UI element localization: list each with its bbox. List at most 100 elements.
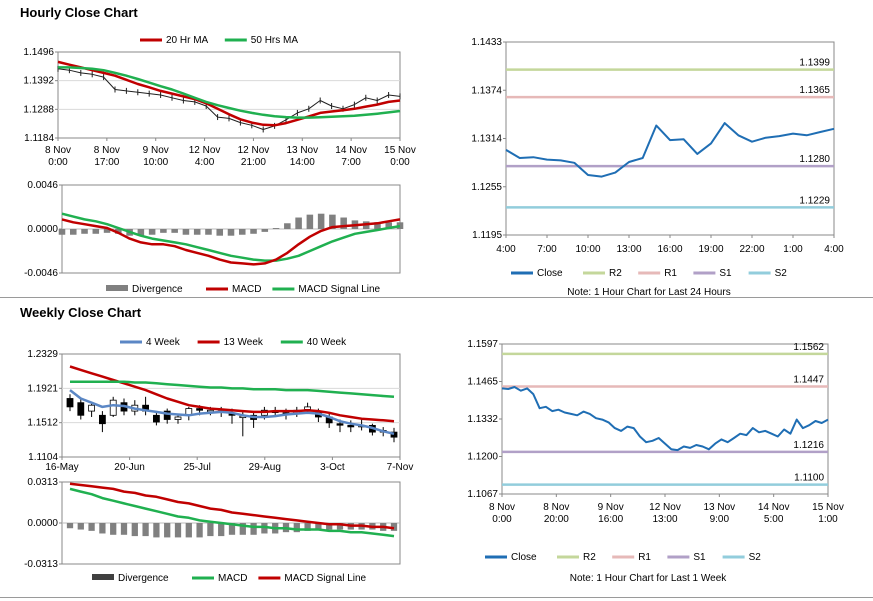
weekly-1w-legend-label: R1 (638, 552, 651, 563)
weekly-candle-body (163, 410, 171, 420)
hourly-macd-divergence-bar (329, 214, 336, 229)
weekly-1w-xtick-label: 5:00 (764, 514, 784, 525)
weekly-1w-xtick-label: 12 Nov (649, 502, 681, 513)
hourly-macd-divergence-bar (216, 229, 224, 236)
hourly-macd-divergence-bar (92, 229, 100, 234)
weekly-macd-divergence-bar (164, 523, 171, 538)
weekly-macd-divergence-bar (99, 523, 106, 534)
hourly-macd-divergence-bar (250, 229, 257, 234)
hourly-macd-divergence-bar (238, 229, 246, 235)
weekly-1w-close-line (501, 386, 829, 452)
hourly-price-xtick-label: 21:00 (241, 157, 266, 168)
hourly-macd-divergence-bar (272, 228, 280, 229)
hourly-macd-divergence-bar (103, 229, 111, 233)
weekly-candle-body (336, 423, 344, 426)
weekly-macd-legend-label: MACD Signal Line (284, 573, 366, 584)
weekly-macd-divergence-bar (326, 523, 333, 530)
hourly-macd-legend-label: MACD Signal Line (298, 284, 380, 295)
hourly-24h-xtick-label: 4:00 (496, 244, 516, 255)
weekly-price-xtick-label: 3-Oct (320, 462, 345, 473)
weekly-macd-legend-swatch (92, 574, 114, 580)
section-divider (0, 297, 873, 298)
weekly-macd-divergence-bar (228, 523, 236, 535)
hourly-macd-divergence-bar (171, 229, 178, 233)
hourly-24h-legend-label: S2 (775, 268, 788, 279)
weekly-1w-level-label: 1.1216 (793, 440, 824, 451)
weekly-candle-body (77, 402, 85, 416)
bottom-divider (0, 597, 873, 598)
hourly-24h-level-label: 1.1280 (799, 154, 830, 165)
hourly-macd-divergence-bar (295, 217, 302, 229)
weekly-1w-legend-label: S2 (749, 552, 762, 563)
hourly-macd-divergence-bar (182, 229, 190, 235)
weekly-macd-divergence-bar (142, 523, 149, 537)
weekly-1w-ytick-label: 1.1332 (467, 414, 498, 425)
hourly-24h-level-label: 1.1399 (799, 58, 830, 69)
weekly-macd-divergence-bar (239, 523, 246, 535)
weekly-1w-ytick-label: 1.1200 (467, 452, 498, 463)
weekly-price-ytick-label: 1.2329 (27, 349, 58, 360)
weekly-1w-xtick-label: 16:00 (598, 514, 623, 525)
hourly-50hr-ma-line (58, 66, 401, 119)
weekly-1w-xtick-label: 8 Nov (543, 502, 569, 513)
hourly-macd-divergence-bar (284, 223, 291, 229)
weekly-1w-xtick-label: 14 Nov (758, 502, 790, 513)
weekly-candle-body (109, 399, 117, 416)
weekly-candle-body (174, 416, 182, 420)
weekly-macd-divergence-bar (218, 523, 225, 537)
weekly-candle-body (196, 408, 204, 411)
hourly-macd-ytick-label: 0.0000 (27, 224, 58, 235)
hourly-20hr-ma-line (57, 60, 401, 127)
weekly-40wk-ma-line (70, 380, 395, 399)
hourly-macd-divergence-bar (227, 229, 235, 236)
weekly-macd-divergence-bar (207, 523, 214, 537)
weekly-price-legend-label: 40 Week (307, 337, 347, 348)
hourly-price-xtick-label: 13 Nov (286, 145, 318, 156)
hourly-24h-ytick-label: 1.1374 (471, 85, 502, 96)
hourly-price-xtick-label: 9 Nov (143, 145, 169, 156)
hourly-24h-ytick-label: 1.1314 (471, 134, 502, 145)
hourly-price-ytick-label: 1.1288 (23, 104, 54, 115)
hourly-macd-divergence-bar (261, 229, 269, 232)
hourly-24h-xtick-label: 4:00 (824, 244, 844, 255)
hourly-macd-divergence-bar (58, 229, 66, 235)
weekly-macd-divergence-bar (66, 523, 74, 529)
hourly-price-ytick-label: 1.1392 (23, 76, 54, 87)
hourly-macd-divergence-bar (317, 213, 325, 229)
hourly-macd-divergence-bar (193, 229, 201, 235)
weekly-macd-divergence-bar (120, 523, 128, 535)
weekly-section-title: Weekly Close Chart (20, 305, 142, 320)
weekly-macd-divergence-bar (153, 523, 160, 538)
weekly-candle-body (88, 404, 95, 412)
hourly-24h-plot-frame (505, 41, 835, 236)
hourly-macd-ytick-label: -0.0046 (24, 268, 58, 279)
hourly-macd-divergence-bar (115, 229, 122, 234)
hourly-macd-legend-label: Divergence (132, 284, 183, 295)
weekly-macd-divergence-bar (261, 523, 268, 534)
weekly-1w-legend-label: R2 (583, 552, 596, 563)
hourly-price-xtick-label: 8 Nov (45, 145, 71, 156)
weekly-price-ytick-label: 1.1104 (28, 452, 58, 463)
weekly-macd-divergence-bar (88, 523, 95, 531)
weekly-1w-xtick-label: 9 Nov (598, 502, 624, 513)
hourly-price-xtick-label: 4:00 (195, 157, 215, 168)
weekly-1w-xtick-label: 9:00 (710, 514, 730, 525)
hourly-24h-ytick-label: 1.1433 (471, 37, 502, 48)
weekly-macd-divergence-bar (390, 523, 398, 531)
hourly-macd-divergence-bar (205, 229, 212, 235)
weekly-1w-plot-frame (501, 343, 829, 495)
hourly-price-ytick-label: 1.1496 (23, 47, 54, 58)
hourly-macd-divergence-bar (69, 229, 77, 235)
weekly-macd-divergence-bar (304, 523, 311, 531)
hourly-24h-level-label: 1.1229 (799, 195, 830, 206)
weekly-macd-divergence-bar (293, 523, 300, 533)
hourly-macd-signal-line (61, 212, 401, 262)
hourly-24h-xtick-label: 7:00 (537, 244, 557, 255)
weekly-macd-divergence-bar (174, 523, 182, 538)
weekly-macd-divergence-bar (315, 523, 322, 530)
hourly-24h-xtick-label: 22:00 (739, 244, 764, 255)
weekly-1w-legend-label: S1 (693, 552, 706, 563)
hourly-24h-xtick-label: 1:00 (783, 244, 803, 255)
weekly-1w-xtick-label: 13:00 (652, 514, 677, 525)
